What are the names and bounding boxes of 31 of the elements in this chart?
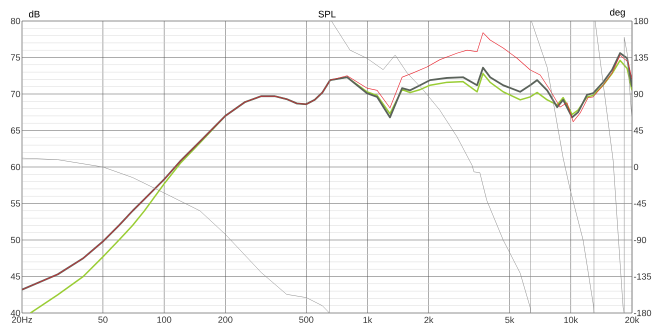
- y-tick-label: 45: [10, 273, 20, 280]
- y-tick-label: 80: [10, 18, 20, 24]
- x-tick-label: 100: [157, 316, 172, 323]
- y2-tick-label: -180: [634, 310, 652, 316]
- y2-axis-title: deg: [610, 8, 625, 18]
- x-tick-label: 20Hz: [12, 316, 32, 323]
- y2-tick-label: -90: [634, 236, 646, 244]
- x-tick-label: 10k: [564, 316, 578, 324]
- y-tick-label: 60: [10, 164, 20, 170]
- x-tick-label: 20k: [625, 316, 640, 324]
- y-tick-label: 40: [10, 310, 20, 316]
- x-tick-label: 500: [299, 316, 314, 323]
- y-tick-label: 55: [10, 200, 20, 207]
- x-tick-label: 200: [218, 316, 232, 323]
- x-tick-label: 2k: [424, 316, 434, 324]
- y-tick-label: 70: [10, 90, 20, 98]
- x-tick-label: 50: [98, 316, 108, 323]
- y-tick-label: 50: [10, 236, 20, 244]
- y2-tick-label: 90: [634, 90, 644, 98]
- y-tick-label: 75: [10, 54, 20, 61]
- y2-tick-label: 45: [634, 127, 644, 134]
- y2-tick-label: -45: [634, 200, 646, 207]
- y2-tick-label: 180: [634, 18, 648, 24]
- y2-tick-label: -135: [634, 273, 652, 280]
- chart-title: SPL: [318, 10, 336, 18]
- y2-tick-label: 135: [634, 54, 648, 61]
- y-axis-title: dB: [28, 10, 40, 18]
- y2-tick-label: 0: [634, 164, 638, 170]
- x-tick-label: 5k: [505, 316, 514, 324]
- y-tick-label: 65: [10, 127, 20, 134]
- x-tick-label: 1k: [363, 316, 372, 324]
